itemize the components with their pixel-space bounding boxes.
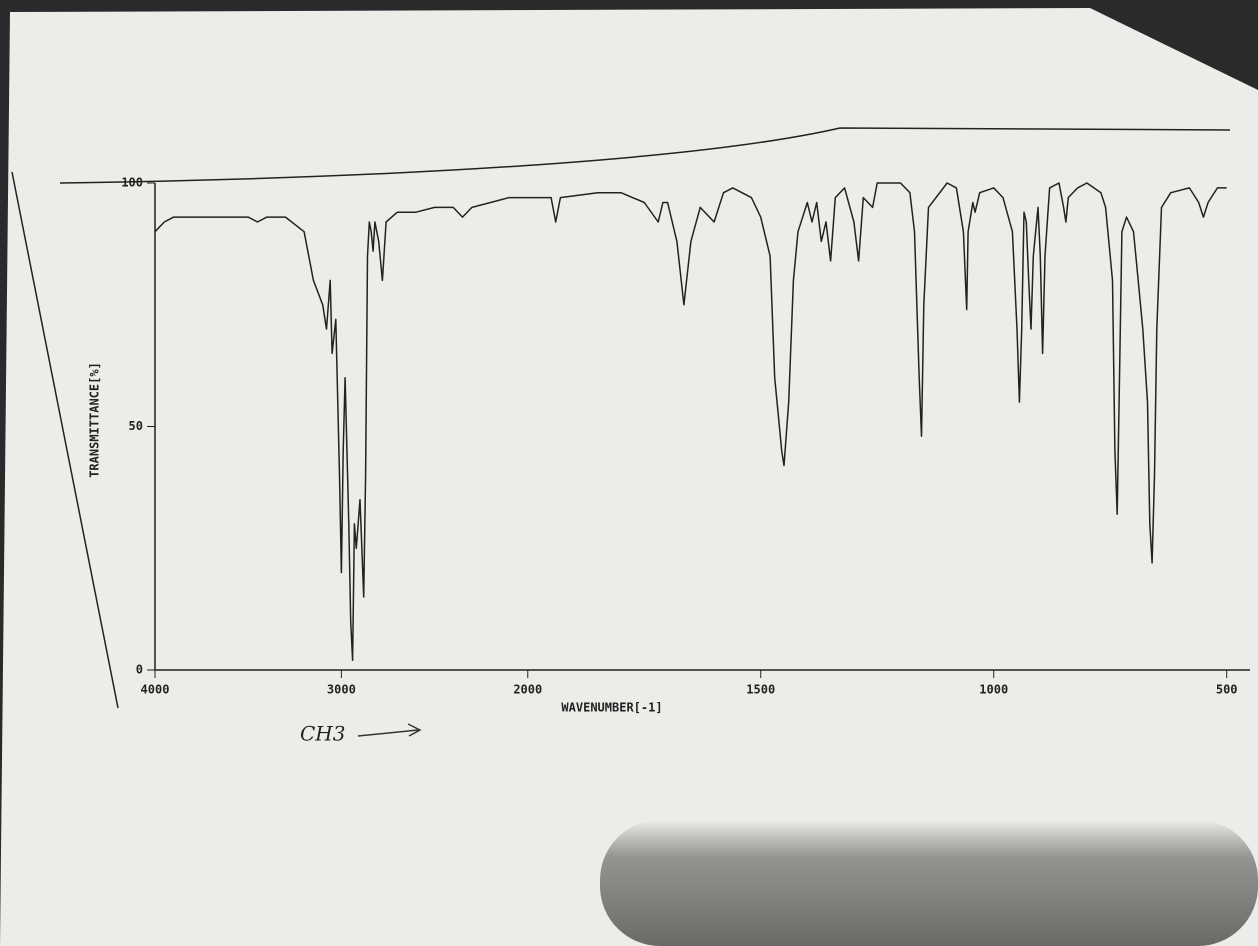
- y-axis-label: TRANSMITTANCE[%]: [88, 362, 102, 478]
- paper: [0, 8, 1258, 946]
- spectrum-line: [154, 182, 1227, 662]
- x-tick-label: 500: [1216, 683, 1238, 697]
- x-tick-label: 2000: [513, 683, 542, 697]
- y-tick-label: 0: [136, 663, 143, 677]
- x-tick-label: 3000: [327, 683, 356, 697]
- x-axis-label: WAVENUMBER[-1]: [561, 701, 662, 715]
- x-tick-label: 4000: [141, 683, 170, 697]
- annotation: CH3: [300, 722, 345, 746]
- annotation-arrow: [357, 723, 422, 737]
- y-tick-label: 50: [129, 419, 143, 433]
- x-tick-label: 1000: [979, 683, 1008, 697]
- frame-left: [11, 171, 119, 709]
- frame-top: [59, 127, 1231, 184]
- x-tick-label: 1500: [746, 683, 775, 697]
- shadow: [600, 820, 1258, 946]
- y-tick-label: 100: [121, 176, 143, 190]
